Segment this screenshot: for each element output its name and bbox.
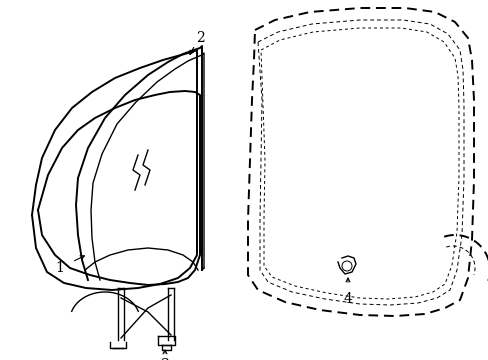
Text: 3: 3 (160, 358, 169, 360)
Text: 4: 4 (343, 292, 352, 306)
Text: 1: 1 (56, 261, 64, 275)
Text: 2: 2 (195, 31, 204, 45)
